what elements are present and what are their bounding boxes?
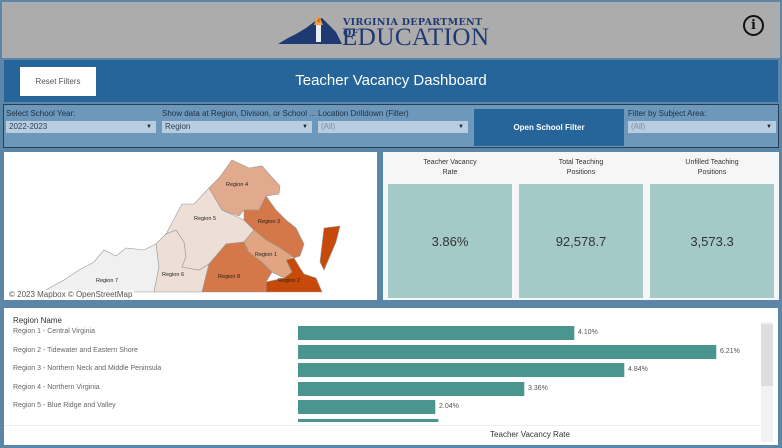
map-region-2[interactable] <box>265 257 323 293</box>
axis-divider <box>4 425 762 426</box>
column-header: Region Name <box>13 316 62 325</box>
subject-area-value: (All) <box>631 122 646 131</box>
vacancy-bar-chart: Region Name Region 1 - Central Virginia … <box>4 308 778 445</box>
kpi-label-line2: Rate <box>442 169 458 176</box>
bar-value: 3.36% <box>528 385 548 392</box>
kpi-label: Teacher Vacancy Rate <box>388 152 512 182</box>
kpi-label: Unfilled Teaching Positions <box>650 152 774 182</box>
table-row: Region 1 - Central Virginia 4.10% <box>4 326 764 340</box>
table-row: Region 5 - Blue Ridge and Valley 2.04% <box>4 400 764 414</box>
scrollbar-thumb[interactable] <box>761 324 773 386</box>
region-name: Region 3 - Northern Neck and Middle Peni… <box>13 365 162 372</box>
kpi-label: Total Teaching Positions <box>519 152 643 182</box>
region-name: Region 2 - Tidewater and Eastern Shore <box>13 347 138 354</box>
kpi-label-line1: Unfilled Teaching <box>685 159 739 166</box>
subject-area-select[interactable]: (All) ▼ <box>628 121 776 133</box>
bar-value: 4.10% <box>578 329 598 336</box>
map-label-region-4: Region 4 <box>226 182 248 188</box>
map-attribution[interactable]: © 2023 Mapbox © OpenStreetMap <box>7 290 135 299</box>
location-drilldown-label: Location Drilldown (Filter) <box>318 109 409 118</box>
bar[interactable] <box>298 345 717 359</box>
table-row: Region 3 - Northern Neck and Middle Peni… <box>4 363 764 377</box>
map-label-region-8: Region 8 <box>218 274 240 280</box>
reset-filters-button[interactable]: Reset Filters <box>20 67 96 96</box>
bar[interactable] <box>298 326 575 340</box>
kpi-vacancy-rate: Teacher Vacancy Rate 3.86% <box>388 152 512 298</box>
table-row-partial <box>4 419 764 422</box>
map-label-region-2: Region 2 <box>278 278 300 284</box>
location-drilldown-filter: Location Drilldown (Filter) (All) ▼ <box>318 109 468 133</box>
table-row: Region 4 - Northern Virginia 3.36% <box>4 382 764 396</box>
level-value: Region <box>165 122 191 131</box>
open-school-filter-button[interactable]: Open School Filter <box>474 109 624 146</box>
dropdown-arrow-icon: ▼ <box>458 124 464 130</box>
map-label-region-7: Region 7 <box>96 278 118 284</box>
logo-subtitle: VIRGINIA DEPARTMENT OF <box>343 17 483 39</box>
map-label-region-1: Region 1 <box>255 252 277 258</box>
bar[interactable] <box>298 363 625 377</box>
map-region-2-eastern-shore[interactable] <box>319 225 341 271</box>
kpi-label-line1: Total Teaching <box>558 159 604 166</box>
school-year-select[interactable]: 2022-2023 ▼ <box>6 121 156 133</box>
map-label-region-3: Region 3 <box>258 219 280 225</box>
x-axis-title: Teacher Vacancy Rate <box>490 430 570 439</box>
bar[interactable] <box>298 419 439 422</box>
kpi-panel: Teacher Vacancy Rate 3.86% Total Teachin… <box>383 152 779 300</box>
kpi-label-line2: Positions <box>566 169 596 176</box>
kpi-label-line1: Teacher Vacancy <box>423 159 477 166</box>
level-select[interactable]: Region ▼ <box>162 121 312 133</box>
map-region-7[interactable] <box>41 243 160 293</box>
logo-title: EDUCATION <box>342 24 490 51</box>
region-name: Region 1 - Central Virginia <box>13 328 95 335</box>
dashboard-title: Teacher Vacancy Dashboard <box>295 72 487 89</box>
vdoe-logo: VIRGINIA DEPARTMENT OF EDUCATION <box>278 12 490 52</box>
kpi-label-line2: Positions <box>697 169 727 176</box>
level-filter: Show data at Region, Division, or School… <box>162 109 316 133</box>
subject-area-label: Filter by Subject Area: <box>628 109 707 118</box>
filter-bar: Select School Year: 2022-2023 ▼ Show dat… <box>3 104 779 148</box>
map-label-region-6: Region 6 <box>162 272 184 278</box>
dropdown-arrow-icon: ▼ <box>146 124 152 130</box>
kpi-value: 92,578.7 <box>519 184 643 298</box>
bar-value: 6.21% <box>720 348 740 355</box>
level-label: Show data at Region, Division, or School… <box>162 109 316 118</box>
dropdown-arrow-icon: ▼ <box>766 124 772 130</box>
school-year-value: 2022-2023 <box>9 122 48 131</box>
virginia-state-icon <box>278 16 342 44</box>
location-drilldown-select[interactable]: (All) ▼ <box>318 121 468 133</box>
region-map[interactable]: Region 4 Region 5 Region 3 Region 1 Regi… <box>4 152 377 300</box>
info-icon[interactable]: i <box>743 15 764 36</box>
vertical-scrollbar[interactable] <box>761 322 773 442</box>
region-name: Region 5 - Blue Ridge and Valley <box>13 402 116 409</box>
table-row: Region 2 - Tidewater and Eastern Shore 6… <box>4 345 764 359</box>
bar[interactable] <box>298 400 436 414</box>
school-year-filter: Select School Year: 2022-2023 ▼ <box>6 109 156 133</box>
kpi-value: 3.86% <box>388 184 512 298</box>
location-drilldown-value: (All) <box>321 122 336 131</box>
title-bar: Reset Filters Teacher Vacancy Dashboard <box>4 60 778 102</box>
bar-value: 4.84% <box>628 366 648 373</box>
kpi-unfilled-positions: Unfilled Teaching Positions 3,573.3 <box>650 152 774 298</box>
bar[interactable] <box>298 382 525 396</box>
map-region-4[interactable] <box>208 159 281 217</box>
kpi-value: 3,573.3 <box>650 184 774 298</box>
school-year-label: Select School Year: <box>6 109 76 118</box>
subject-area-filter: Filter by Subject Area: (All) ▼ <box>628 109 776 133</box>
header-banner: VIRGINIA DEPARTMENT OF EDUCATION i <box>2 2 780 58</box>
bar-value: 2.04% <box>439 403 459 410</box>
region-name: Region 4 - Northern Virginia <box>13 384 100 391</box>
map-label-region-5: Region 5 <box>194 216 216 222</box>
dropdown-arrow-icon: ▼ <box>302 124 308 130</box>
kpi-total-positions: Total Teaching Positions 92,578.7 <box>519 152 643 298</box>
